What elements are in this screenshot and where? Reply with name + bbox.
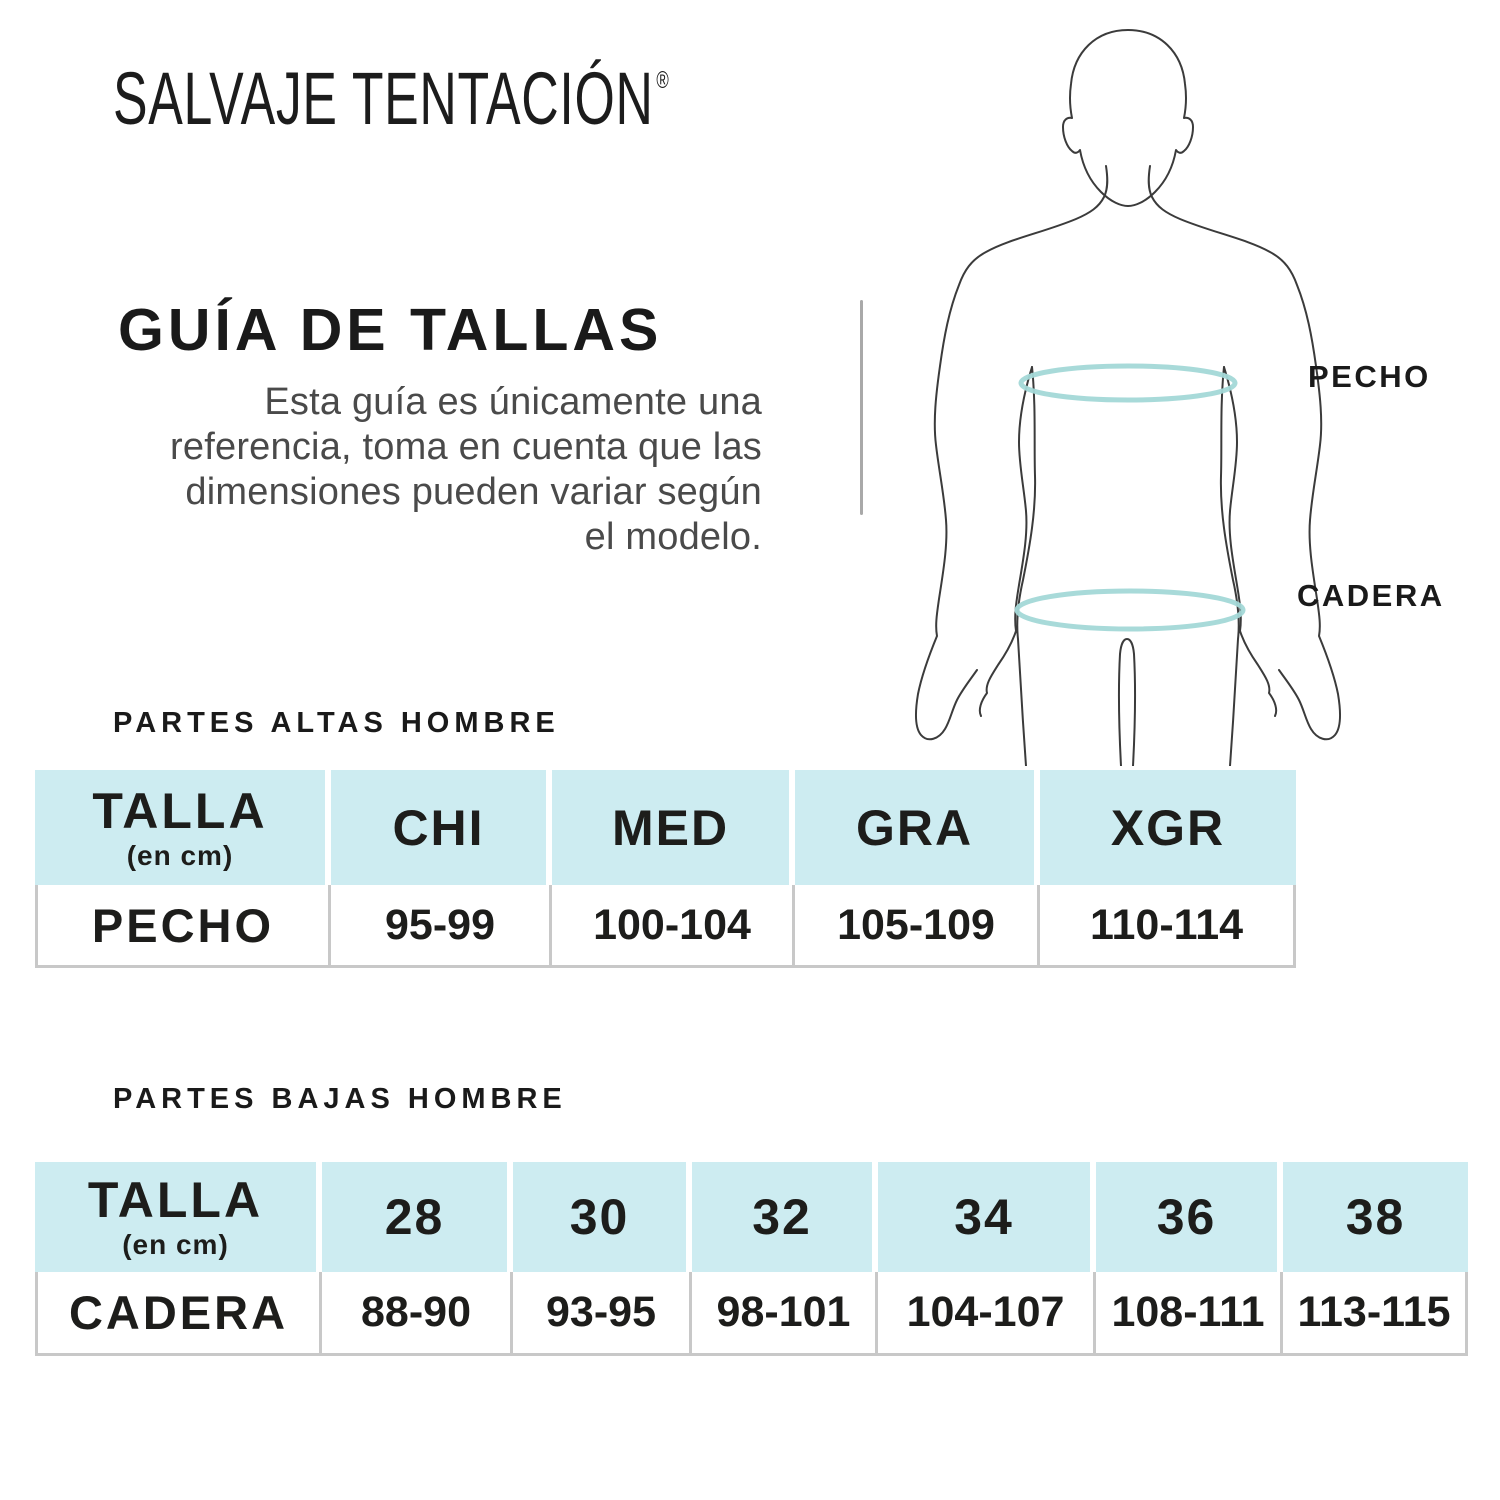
- brand-name: SALVAJE TENTACIÓN: [113, 57, 654, 140]
- vertical-divider: [860, 300, 863, 515]
- tops-size-table: TALLA (en cm) CHI MED GRA XGR PECHO 95-9…: [35, 770, 1296, 968]
- header-cell-size: XGR: [1040, 770, 1296, 885]
- cell-value: 100-104: [593, 900, 751, 949]
- column-label: CHI: [392, 799, 485, 856]
- registered-trademark-symbol: ®: [656, 67, 669, 94]
- cell-value: 95-99: [385, 900, 495, 949]
- head-outline: [1062, 29, 1194, 207]
- header-cell-talla: TALLA (en cm): [35, 770, 331, 885]
- column-label: MED: [611, 799, 730, 856]
- description-line: Esta guía es únicamente una: [264, 381, 762, 423]
- row-label: PECHO: [91, 898, 275, 952]
- header-cell-size: 36: [1096, 1162, 1283, 1272]
- hip-measure-ellipse: [1014, 588, 1246, 632]
- cell-value: 110-114: [1089, 900, 1244, 949]
- size-unit: (en cm): [126, 839, 234, 871]
- column-label: GRA: [855, 799, 974, 856]
- description-line: el modelo.: [584, 516, 762, 558]
- header-cell-size: 34: [878, 1162, 1096, 1272]
- cell-value: 113-115: [1297, 1288, 1451, 1336]
- value-cell: 88-90: [322, 1272, 513, 1353]
- column-label: XGR: [1110, 799, 1226, 856]
- column-label: 34: [954, 1189, 1014, 1245]
- column-label: 32: [752, 1189, 812, 1245]
- table-header-row: TALLA (en cm) CHI MED GRA XGR: [35, 770, 1296, 885]
- value-cell: 95-99: [331, 885, 552, 965]
- header-cell-size: 38: [1283, 1162, 1468, 1272]
- size-label: TALLA: [92, 782, 268, 839]
- brand-logo: SALVAJE TENTACIÓN ®: [113, 56, 669, 141]
- value-cell: 110-114: [1040, 885, 1296, 965]
- right-arm-outline: [1147, 165, 1341, 741]
- header-cell-size: GRA: [795, 770, 1040, 885]
- value-cell: 98-101: [692, 1272, 878, 1353]
- cell-value: 88-90: [361, 1288, 471, 1336]
- bottoms-size-table: TALLA (en cm) 28 30 32 34 36 38 CADERA 8…: [35, 1162, 1468, 1356]
- cell-value: 104-107: [906, 1288, 1065, 1336]
- left-inner-arm-line: [978, 366, 1033, 717]
- header-cell-size: MED: [552, 770, 795, 885]
- male-body-outline-illustration: [915, 29, 1341, 766]
- row-label-cell: PECHO: [35, 885, 331, 965]
- hip-label: CADERA: [1297, 578, 1445, 613]
- right-torso-leg-line: [1219, 366, 1240, 766]
- value-cell: 93-95: [513, 1272, 692, 1353]
- header-cell-talla: TALLA (en cm): [35, 1162, 322, 1272]
- value-cell: 113-115: [1283, 1272, 1468, 1353]
- table-data-row: PECHO 95-99 100-104 105-109 110-114: [35, 885, 1296, 968]
- column-label: 36: [1156, 1189, 1217, 1245]
- row-label-cell: CADERA: [35, 1272, 322, 1353]
- description-line: dimensiones pueden variar según: [185, 471, 762, 513]
- size-label: TALLA: [87, 1172, 264, 1228]
- right-inner-arm-line: [1223, 366, 1278, 717]
- guide-description: Esta guía es únicamente una referencia, …: [70, 380, 762, 560]
- value-cell: 104-107: [878, 1272, 1096, 1353]
- header-cell-size: 30: [513, 1162, 692, 1272]
- left-arm-outline: [915, 165, 1109, 741]
- body-diagram: PECHO CADERA: [915, 29, 1445, 766]
- table-header-row: TALLA (en cm) 28 30 32 34 36 38: [35, 1162, 1468, 1272]
- header-cell-size: CHI: [331, 770, 552, 885]
- row-label: CADERA: [68, 1286, 289, 1339]
- value-cell: 105-109: [795, 885, 1040, 965]
- cell-value: 93-95: [546, 1288, 656, 1336]
- size-unit: (en cm): [122, 1229, 229, 1260]
- cell-value: 98-101: [716, 1288, 851, 1336]
- inner-leg-line: [1117, 638, 1137, 766]
- value-cell: 108-111: [1096, 1272, 1283, 1353]
- table-data-row: CADERA 88-90 93-95 98-101 104-107 108-11…: [35, 1272, 1468, 1356]
- cell-value: 105-109: [837, 900, 995, 949]
- cell-value: 108-111: [1111, 1288, 1265, 1336]
- column-label: 30: [569, 1189, 630, 1245]
- header-cell-size: 28: [322, 1162, 513, 1272]
- header-cell-size: 32: [692, 1162, 878, 1272]
- left-torso-leg-line: [1016, 366, 1037, 766]
- section-title-tops: PARTES ALTAS HOMBRE: [113, 707, 560, 739]
- column-label: 38: [1345, 1189, 1406, 1245]
- chest-measure-ellipse: [1018, 363, 1238, 403]
- page-title: GUÍA DE TALLAS: [118, 297, 663, 363]
- value-cell: 100-104: [552, 885, 795, 965]
- column-label: 28: [384, 1189, 445, 1245]
- section-title-bottoms: PARTES BAJAS HOMBRE: [113, 1083, 567, 1115]
- description-line: referencia, toma en cuenta que las: [170, 426, 762, 468]
- chest-label: PECHO: [1308, 359, 1431, 394]
